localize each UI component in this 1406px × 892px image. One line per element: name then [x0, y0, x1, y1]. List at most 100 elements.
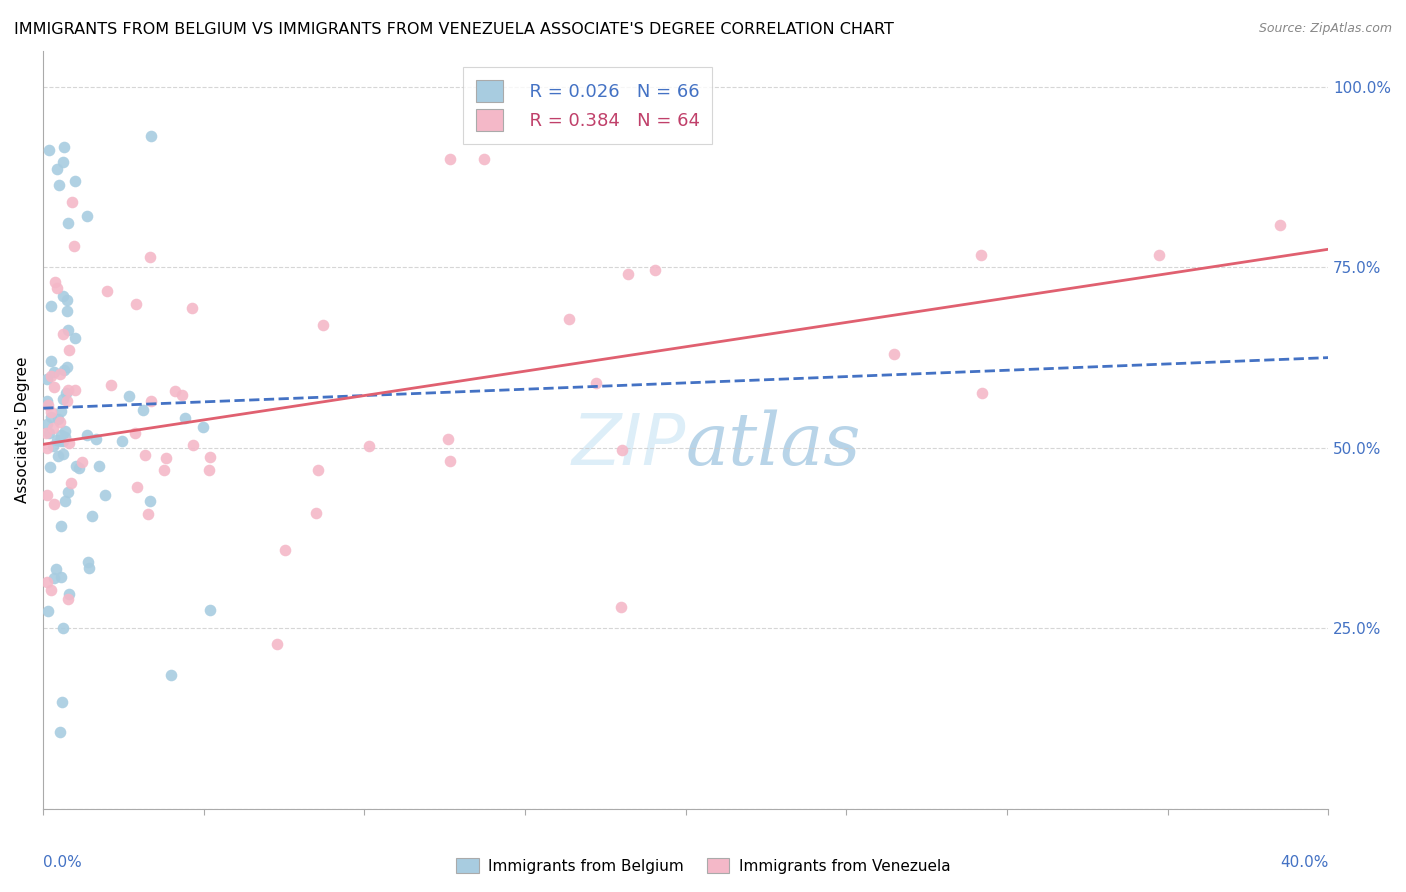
- Point: [307, 463, 329, 477]
- Point: [134, 448, 156, 462]
- Point: [617, 268, 640, 282]
- Point: [39, 405, 62, 419]
- Point: [44, 275, 66, 289]
- Text: ZIP: ZIP: [571, 410, 686, 480]
- Point: [49, 428, 72, 442]
- Point: [437, 432, 460, 446]
- Point: [38, 143, 60, 157]
- Point: [48, 178, 70, 192]
- Point: [58, 587, 80, 601]
- Point: [42, 365, 65, 379]
- Point: [42, 439, 65, 453]
- Point: [35, 394, 58, 409]
- Point: [35, 417, 58, 431]
- Point: [37, 398, 59, 412]
- Point: [60, 195, 83, 210]
- Point: [274, 543, 297, 558]
- Point: [51, 695, 73, 709]
- Point: [58, 592, 80, 607]
- Point: [266, 637, 288, 651]
- Point: [58, 383, 80, 397]
- Point: [165, 384, 187, 398]
- Point: [52, 155, 75, 169]
- Legend:   R = 0.026   N = 66,   R = 0.384   N = 64: R = 0.026 N = 66, R = 0.384 N = 64: [464, 67, 713, 144]
- Point: [84, 432, 107, 446]
- Point: [558, 312, 581, 326]
- Point: [41, 354, 63, 368]
- Point: [125, 480, 148, 494]
- Point: [55, 293, 77, 308]
- Point: [883, 347, 905, 361]
- Point: [53, 362, 76, 376]
- Point: [1149, 248, 1171, 262]
- Point: [45, 562, 67, 576]
- Point: [644, 263, 666, 277]
- Point: [49, 434, 72, 449]
- Point: [42, 571, 65, 585]
- Point: [79, 560, 101, 574]
- Point: [65, 331, 87, 345]
- Point: [139, 129, 162, 144]
- Point: [155, 451, 177, 466]
- Point: [55, 385, 77, 400]
- Point: [35, 426, 58, 441]
- Text: Source: ZipAtlas.com: Source: ZipAtlas.com: [1258, 22, 1392, 36]
- Point: [180, 301, 202, 315]
- Point: [42, 379, 65, 393]
- Point: [191, 420, 214, 434]
- Point: [49, 415, 72, 429]
- Point: [52, 621, 75, 635]
- Point: [52, 326, 75, 341]
- Point: [56, 322, 79, 336]
- Point: [49, 724, 72, 739]
- Point: [65, 458, 87, 473]
- Y-axis label: Associate's Degree: Associate's Degree: [15, 357, 30, 503]
- Point: [39, 368, 62, 383]
- Point: [124, 426, 146, 441]
- Point: [55, 360, 77, 375]
- Point: [56, 304, 79, 318]
- Point: [63, 174, 86, 188]
- Point: [46, 434, 69, 448]
- Point: [439, 152, 461, 166]
- Point: [53, 140, 76, 154]
- Point: [138, 251, 160, 265]
- Point: [63, 238, 86, 252]
- Point: [1268, 218, 1291, 232]
- Text: atlas: atlas: [686, 409, 860, 480]
- Point: [200, 450, 222, 464]
- Point: [585, 376, 607, 390]
- Point: [46, 449, 69, 463]
- Point: [100, 378, 122, 392]
- Point: [53, 494, 76, 508]
- Point: [35, 488, 58, 502]
- Point: [312, 318, 335, 332]
- Point: [39, 300, 62, 314]
- Point: [51, 288, 73, 302]
- Point: [139, 394, 162, 409]
- Point: [53, 430, 76, 444]
- Point: [139, 494, 162, 508]
- Point: [37, 604, 59, 618]
- Point: [132, 403, 155, 417]
- Point: [117, 389, 139, 403]
- Point: [70, 455, 93, 469]
- Point: [52, 434, 75, 448]
- Point: [56, 484, 79, 499]
- Point: [63, 383, 86, 397]
- Point: [56, 216, 79, 230]
- Point: [59, 475, 82, 490]
- Text: 40.0%: 40.0%: [1279, 855, 1329, 870]
- Point: [610, 599, 633, 614]
- Point: [82, 508, 104, 523]
- Point: [173, 411, 195, 425]
- Point: [472, 152, 495, 166]
- Point: [198, 462, 221, 476]
- Point: [42, 421, 65, 435]
- Point: [970, 248, 993, 262]
- Point: [67, 461, 90, 475]
- Point: [52, 447, 75, 461]
- Point: [87, 459, 110, 474]
- Point: [35, 372, 58, 386]
- Point: [45, 162, 67, 177]
